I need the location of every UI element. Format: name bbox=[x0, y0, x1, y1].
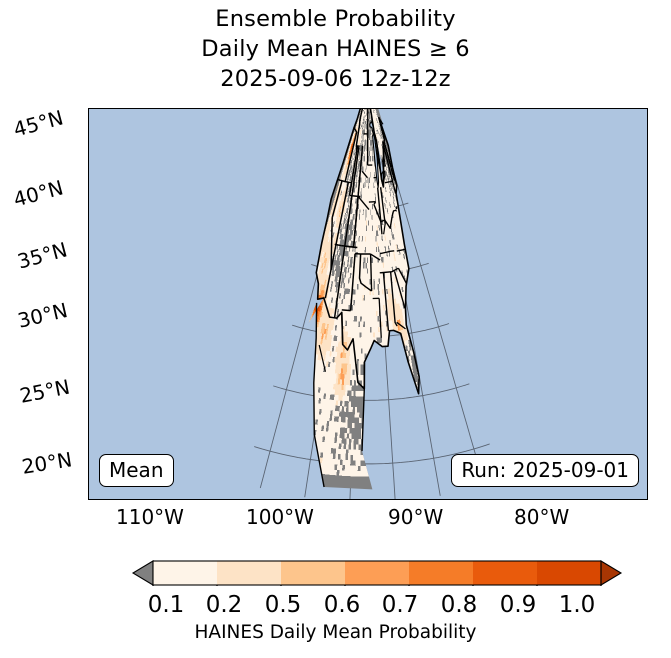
run-annotation-box: Run: 2025-09-01 bbox=[451, 454, 639, 487]
colorbar-axis-label: HAINES Daily Mean Probability bbox=[194, 622, 477, 643]
map-plot-area[interactable]: Mean Run: 2025-09-01 bbox=[88, 108, 648, 500]
title-line-3: 2025-09-06 12z-12z bbox=[220, 66, 451, 92]
title-line-1: Ensemble Probability bbox=[215, 6, 456, 32]
cbar-tick-5: 0.8 bbox=[440, 592, 478, 618]
lat-tick-40n: 40°N bbox=[10, 175, 66, 212]
cbar-tick-0: 0.1 bbox=[147, 592, 185, 618]
cbar-tick-1: 0.2 bbox=[205, 592, 243, 618]
colorbar-tick-labels: 0.1 0.2 0.5 0.6 0.7 0.8 0.9 1.0 bbox=[0, 592, 671, 618]
lon-tick-110w: 110°W bbox=[116, 505, 184, 529]
mean-annotation-label: Mean bbox=[109, 458, 164, 482]
colorbar[interactable] bbox=[131, 560, 623, 586]
cbar-tick-3: 0.6 bbox=[323, 592, 361, 618]
probability-heatmap bbox=[89, 109, 647, 499]
political-borders-group bbox=[313, 109, 420, 488]
lon-tick-90w: 90°W bbox=[388, 505, 444, 529]
title-line-2: Daily Mean HAINES ≥ 6 bbox=[201, 36, 470, 62]
page-title: Ensemble Probability Daily Mean HAINES ≥… bbox=[0, 4, 671, 94]
cbar-tick-2: 0.5 bbox=[264, 592, 302, 618]
lon-tick-100w: 100°W bbox=[246, 505, 314, 529]
run-annotation-label: Run: 2025-09-01 bbox=[461, 458, 629, 482]
cbar-tick-4: 0.7 bbox=[381, 592, 419, 618]
lat-tick-20n: 20°N bbox=[20, 447, 74, 479]
mean-annotation-box: Mean bbox=[99, 454, 174, 487]
colorbar-gradient bbox=[131, 560, 623, 586]
cbar-tick-7: 1.0 bbox=[558, 592, 596, 618]
lat-tick-25n: 25°N bbox=[17, 374, 72, 408]
lon-tick-80w: 80°W bbox=[514, 505, 570, 529]
lat-tick-30n: 30°N bbox=[15, 297, 70, 333]
lat-tick-45n: 45°N bbox=[10, 105, 66, 142]
lat-tick-35n: 35°N bbox=[14, 237, 70, 274]
cbar-tick-6: 0.9 bbox=[499, 592, 537, 618]
